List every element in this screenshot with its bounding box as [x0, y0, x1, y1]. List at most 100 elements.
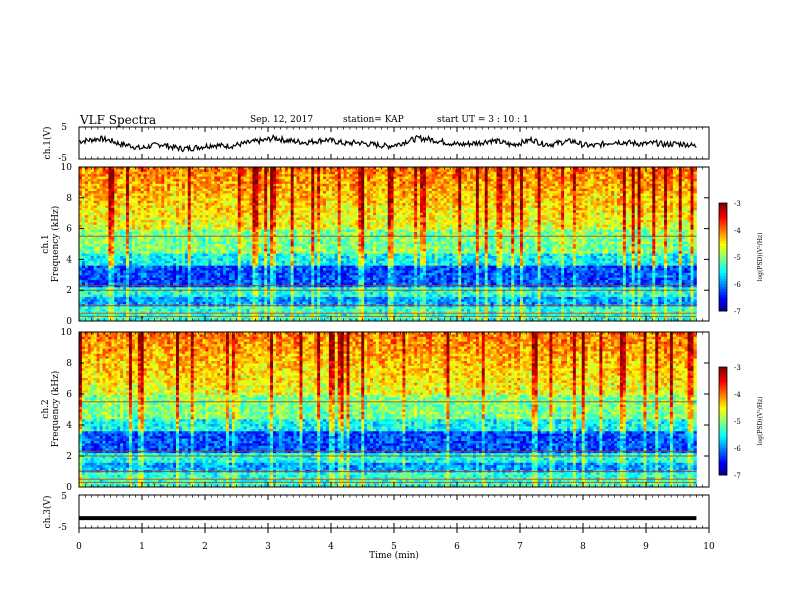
- spec1-cell: [693, 189, 696, 192]
- spec1-cell: [408, 169, 411, 172]
- spec1-cell: [682, 213, 685, 216]
- spec1-cell: [514, 206, 517, 209]
- spec1-cell: [452, 203, 455, 206]
- spec1-cell: [655, 213, 658, 216]
- spec1-cell: [420, 220, 423, 223]
- spec1-cell: [170, 181, 173, 184]
- spec1-cell: [252, 222, 255, 225]
- spec1-cell: [549, 174, 552, 177]
- spec1-cell: [691, 215, 694, 218]
- spec1-cell: [452, 198, 455, 201]
- spec1-cell: [517, 172, 520, 175]
- spec1-cell: [250, 177, 253, 180]
- spec1-cell: [164, 177, 167, 180]
- spec1-cell: [117, 218, 120, 221]
- spec1-cell: [247, 191, 250, 194]
- spec1-cell: [202, 184, 205, 187]
- spec1-cell: [191, 210, 194, 213]
- spec1-cell: [285, 213, 288, 216]
- spec1-cell: [558, 174, 561, 177]
- spec1-cell: [567, 213, 570, 216]
- spec1-cell: [305, 206, 308, 209]
- spec1-cell: [447, 203, 450, 206]
- spec1-cell: [549, 193, 552, 196]
- spec1-cell: [373, 179, 376, 182]
- spec1-cell: [599, 208, 602, 211]
- spec1-cell: [496, 206, 499, 209]
- spec1-cell: [188, 177, 191, 180]
- spec1-cell: [335, 222, 338, 225]
- spec1-cell: [402, 189, 405, 192]
- spec1-cell: [167, 203, 170, 206]
- spec1-cell: [564, 198, 567, 201]
- spec1-cell: [502, 218, 505, 221]
- spec1-cell: [544, 191, 547, 194]
- spec1-cell: [676, 215, 679, 218]
- spec1-cell: [435, 206, 438, 209]
- spec1-cell: [220, 220, 223, 223]
- spec1-cell: [538, 172, 541, 175]
- spec1-cell: [326, 220, 329, 223]
- spec1-cell: [379, 201, 382, 204]
- spec1-cell: [691, 206, 694, 209]
- spec1-cell: [626, 213, 629, 216]
- spec1-cell: [355, 218, 358, 221]
- spec1-cell: [397, 191, 400, 194]
- spec1-cell: [241, 208, 244, 211]
- spec1-cell: [529, 215, 532, 218]
- spec1-cell: [408, 213, 411, 216]
- spec1-cell: [264, 208, 267, 211]
- spec1-cell: [341, 186, 344, 189]
- spec1-cell: [311, 218, 314, 221]
- spec1-cell: [388, 210, 391, 213]
- spec1-cell: [255, 189, 258, 192]
- spec1-cell: [517, 222, 520, 225]
- spec1-cell: [338, 210, 341, 213]
- spec1-cell: [141, 208, 144, 211]
- spec1-cell: [382, 206, 385, 209]
- spec1-cell: [423, 220, 426, 223]
- spec1-cell: [432, 177, 435, 180]
- spec1-cell: [138, 174, 141, 177]
- spec1-cell: [467, 174, 470, 177]
- spec1-cell: [579, 169, 582, 172]
- spec1-cell: [482, 169, 485, 172]
- spec1-cell: [629, 213, 632, 216]
- spec1-cell: [247, 169, 250, 172]
- spec1-cell: [138, 184, 141, 187]
- spec1-cell: [682, 177, 685, 180]
- spec1-cell: [494, 181, 497, 184]
- spec1-cell: [488, 193, 491, 196]
- spec1-cell: [591, 220, 594, 223]
- spec1-cell: [638, 186, 641, 189]
- spec1-cell: [332, 206, 335, 209]
- spec1-cell: [549, 210, 552, 213]
- spec1-cell: [596, 196, 599, 199]
- spec1-cell: [108, 222, 111, 225]
- spec1-cell: [535, 206, 538, 209]
- spec1-cell: [496, 169, 499, 172]
- spec1-cell: [438, 184, 441, 187]
- spec1-cell: [505, 181, 508, 184]
- spec1-cell: [153, 206, 156, 209]
- spec1-cell: [320, 210, 323, 213]
- spec1-cell: [491, 201, 494, 204]
- spec1-cell: [585, 174, 588, 177]
- spec1-cell: [602, 218, 605, 221]
- spec1-cell: [117, 213, 120, 216]
- spec1-cell: [588, 174, 591, 177]
- spec1-cell: [108, 186, 111, 189]
- spec1-cell: [311, 184, 314, 187]
- spec1-cell: [643, 203, 646, 206]
- spec1-cell: [232, 220, 235, 223]
- spec1-cell: [326, 172, 329, 175]
- spec1-cell: [635, 172, 638, 175]
- spec1-cell: [267, 174, 270, 177]
- spec1-cell: [555, 181, 558, 184]
- spec1-cell: [220, 218, 223, 221]
- spec1-cell: [691, 208, 694, 211]
- spec1-cell: [88, 220, 91, 223]
- spec1-cell: [144, 203, 147, 206]
- spec1-cell: [549, 189, 552, 192]
- spec1-cell: [567, 196, 570, 199]
